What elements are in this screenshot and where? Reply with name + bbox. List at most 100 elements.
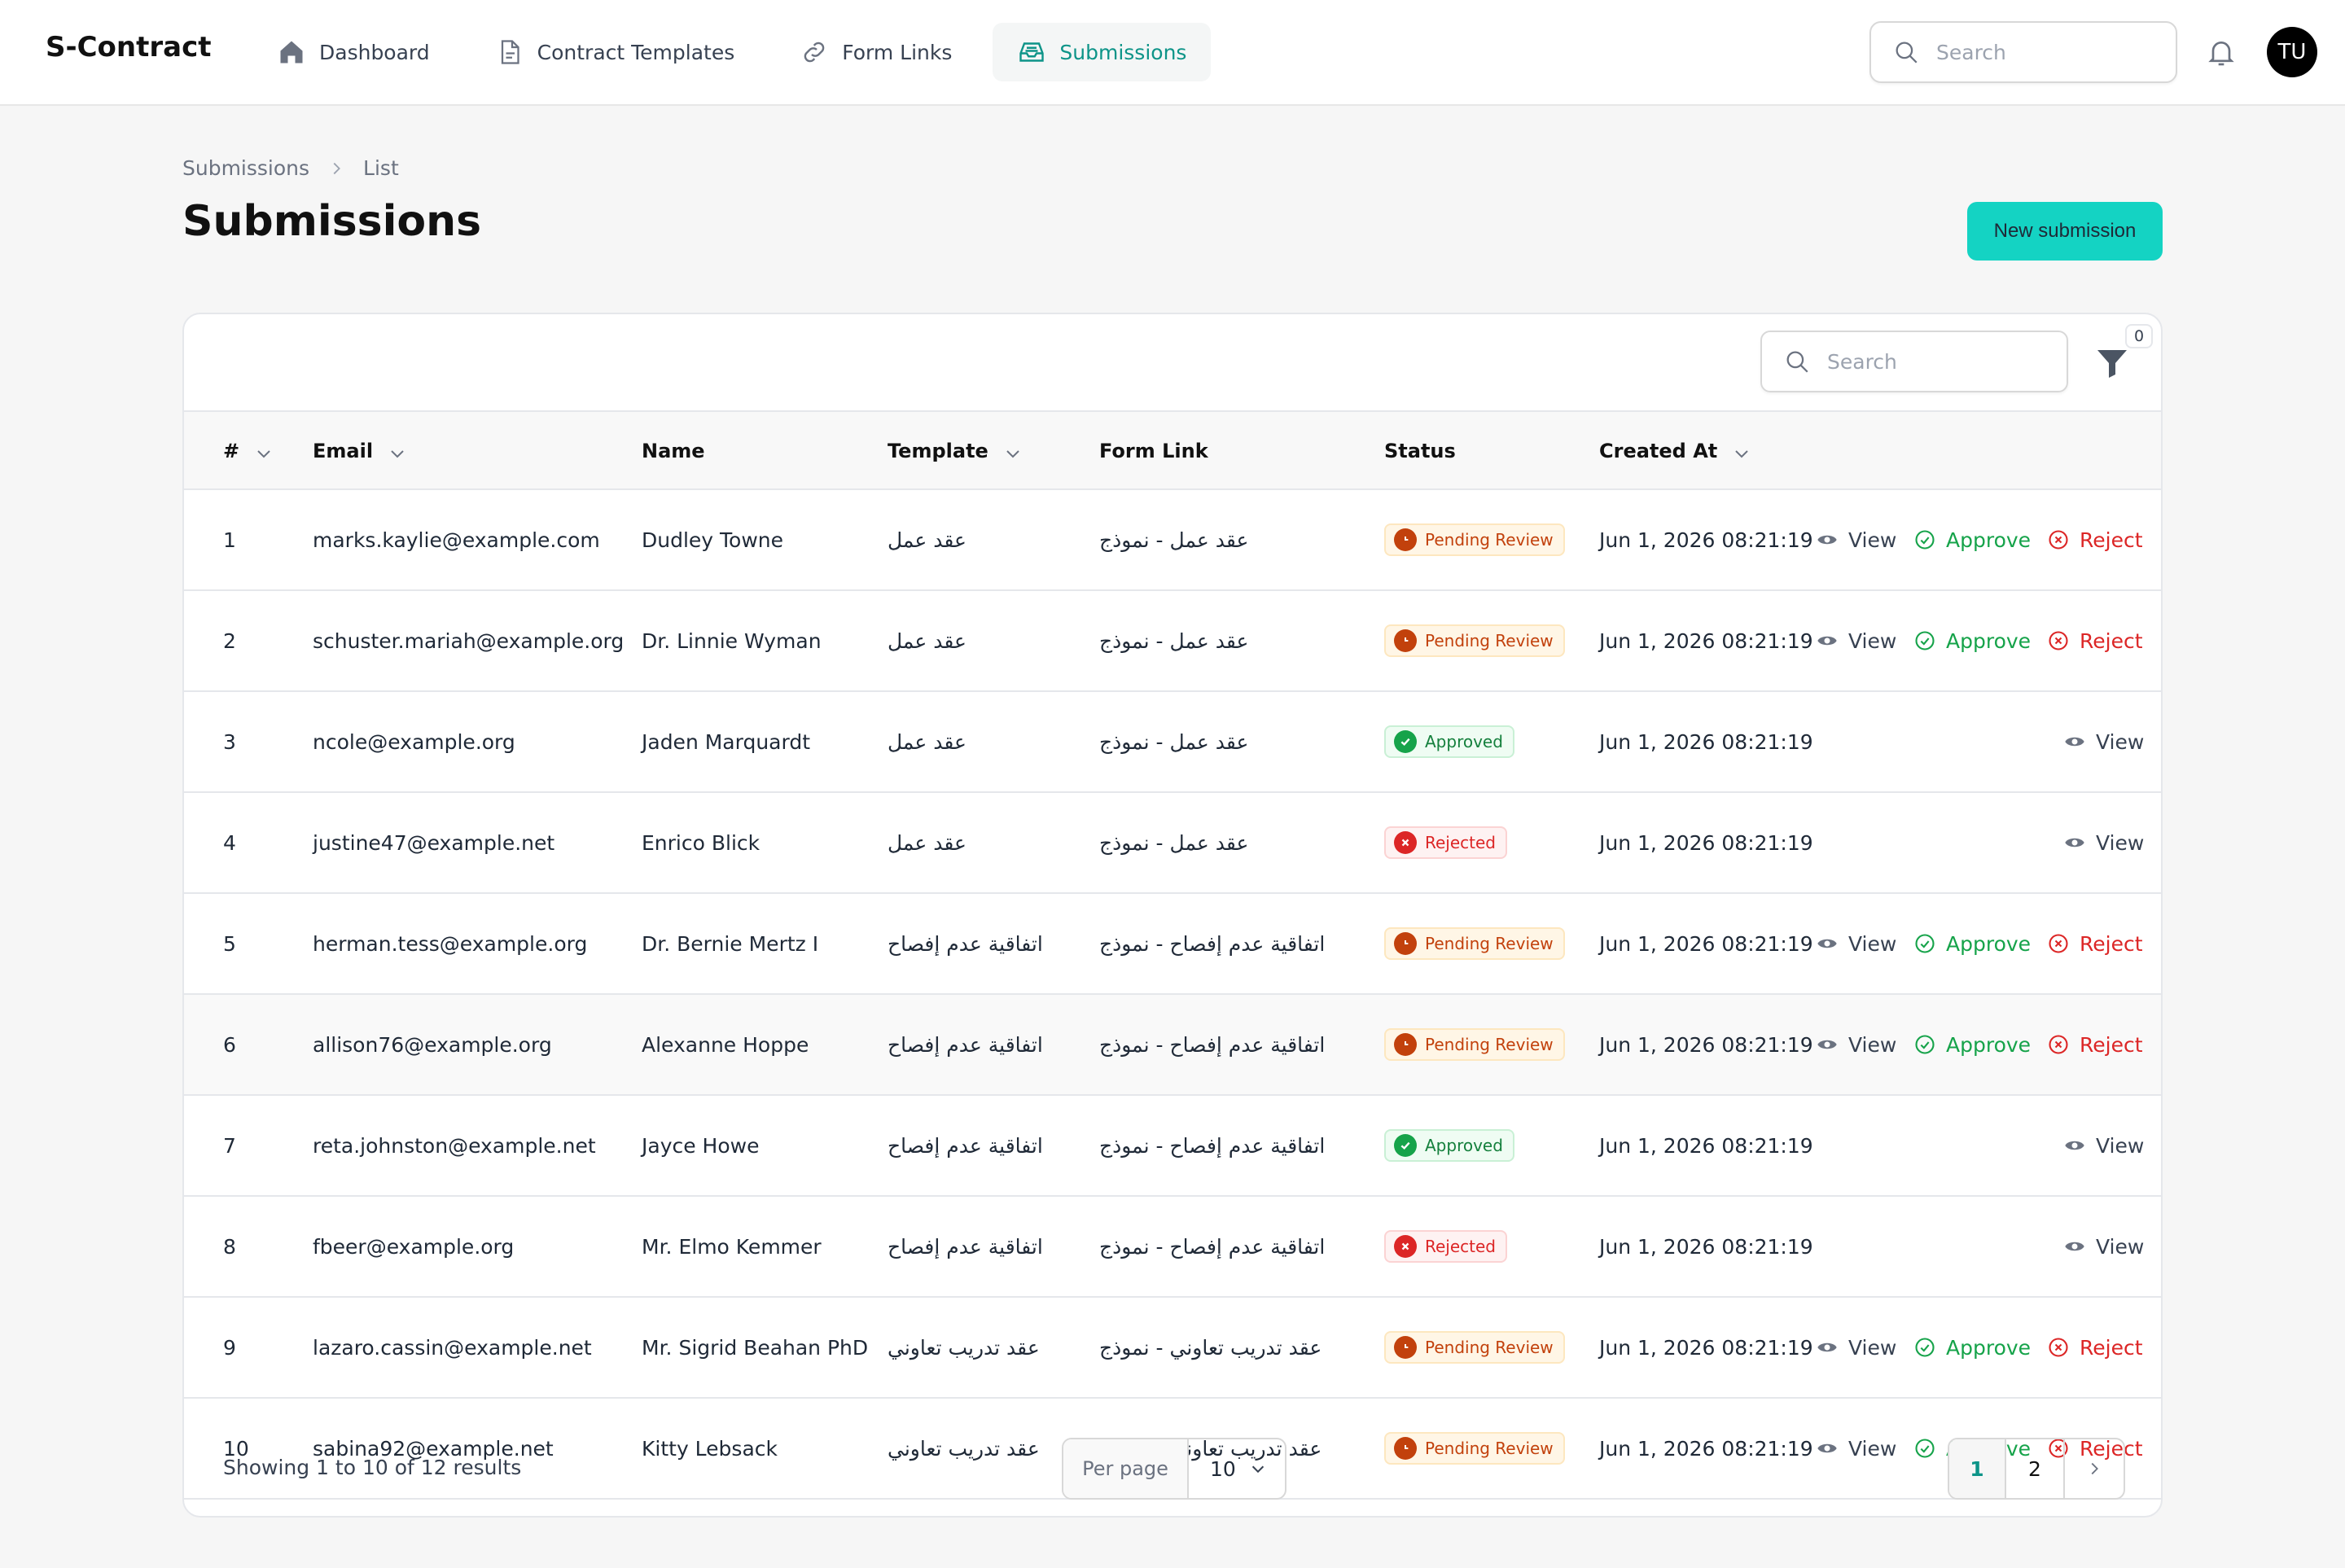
- row-created-at: Jun 1, 2026 08:21:19: [1599, 629, 1813, 653]
- row-id: 5: [223, 931, 236, 956]
- column-email-label: Email: [313, 440, 374, 462]
- eye-icon: [1817, 939, 1837, 948]
- status-label: Rejected: [1425, 1237, 1497, 1256]
- row-name: Jayce Howe: [642, 1133, 760, 1158]
- results-summary: Showing 1 to 10 of 12 results: [223, 1456, 522, 1479]
- status-badge: Pending Review: [1384, 1028, 1565, 1061]
- approve-button[interactable]: Approve: [1913, 894, 2031, 993]
- x-circle-icon: [2049, 1338, 2068, 1357]
- per-page-value[interactable]: 10: [1189, 1439, 1285, 1498]
- row-id: 6: [223, 1032, 236, 1057]
- row-id: 3: [223, 729, 236, 754]
- row-status: Pending Review: [1384, 1298, 1565, 1397]
- column-email[interactable]: Email: [313, 412, 407, 490]
- view-label: View: [1848, 1436, 1897, 1461]
- view-button[interactable]: View: [1816, 490, 1896, 589]
- nav-dashboard[interactable]: Dashboard: [252, 23, 454, 81]
- view-button[interactable]: View: [1816, 1298, 1896, 1397]
- row-email: allison76@example.org: [313, 1032, 552, 1057]
- table-row[interactable]: 8 fbeer@example.org Mr. Elmo Kemmer اتفاقية…: [184, 1197, 2161, 1298]
- view-button[interactable]: View: [2063, 692, 2144, 791]
- status-pending-icon: [1394, 1437, 1417, 1460]
- table-row[interactable]: 9 lazaro.cassin@example.net Mr. Sigrid Bea…: [184, 1298, 2161, 1399]
- page-button-2[interactable]: 2: [2006, 1439, 2065, 1498]
- table-search-input[interactable]: Search: [1760, 331, 2068, 392]
- global-search-placeholder: Search: [1936, 40, 2006, 64]
- column-template-label: Template: [888, 440, 988, 462]
- approve-button[interactable]: Approve: [1913, 591, 2031, 690]
- approve-button[interactable]: Approve: [1913, 490, 2031, 589]
- reject-button[interactable]: Reject: [2047, 490, 2143, 589]
- row-status: Pending Review: [1384, 995, 1565, 1094]
- per-page-select[interactable]: Per page 10: [1062, 1438, 1286, 1500]
- page-button-1[interactable]: 1: [1949, 1439, 2006, 1498]
- table-row[interactable]: 7 reta.johnston@example.net Jayce Howe اتفا…: [184, 1096, 2161, 1197]
- breadcrumb-list: List: [363, 156, 399, 180]
- approve-label: Approve: [1946, 1335, 2032, 1360]
- row-name: Dr. Bernie Mertz I: [642, 931, 819, 956]
- filter-icon[interactable]: [2093, 344, 2132, 383]
- table-row[interactable]: 3 ncole@example.org Jaden Marquardt عقد عمل…: [184, 692, 2161, 793]
- table-row[interactable]: 5 herman.tess@example.org Dr. Bernie Mertz…: [184, 894, 2161, 995]
- status-label: Approved: [1425, 732, 1503, 751]
- row-status: Approved: [1384, 692, 1514, 791]
- reject-button[interactable]: Reject: [2047, 591, 2143, 690]
- row-template: اتفاقية عدم إفصاح: [888, 1234, 1043, 1259]
- column-id[interactable]: #: [223, 412, 274, 490]
- nav-dashboard-label: Dashboard: [319, 40, 430, 64]
- table-row[interactable]: 4 justine47@example.net Enrico Blick عقد عم…: [184, 793, 2161, 894]
- status-pending-icon: [1394, 528, 1417, 551]
- view-button[interactable]: View: [2063, 1197, 2144, 1296]
- view-button[interactable]: View: [1816, 995, 1896, 1094]
- nav-contract-templates[interactable]: Contract Templates: [471, 23, 760, 81]
- row-created-at: Jun 1, 2026 08:21:19: [1599, 1032, 1813, 1057]
- reject-button[interactable]: Reject: [2047, 995, 2143, 1094]
- approve-button[interactable]: Approve: [1913, 1298, 2031, 1397]
- check-circle-icon: [1915, 1035, 1935, 1054]
- eye-icon: [1817, 1342, 1837, 1352]
- eye-icon: [2065, 838, 2084, 848]
- new-submission-button[interactable]: New submission: [1967, 202, 2163, 261]
- inbox-icon: [1019, 42, 1045, 62]
- global-search-input[interactable]: Search: [1869, 21, 2177, 83]
- status-badge: Pending Review: [1384, 1432, 1565, 1465]
- status-badge: Pending Review: [1384, 1331, 1565, 1364]
- bell-icon[interactable]: [2205, 34, 2238, 70]
- user-avatar[interactable]: TU: [2267, 27, 2317, 77]
- reject-label: Reject: [2080, 629, 2143, 653]
- brand-logo[interactable]: S-Contract: [46, 31, 212, 64]
- nav-submissions-label: Submissions: [1059, 40, 1187, 64]
- row-created-at: Jun 1, 2026 08:21:19: [1599, 1436, 1813, 1461]
- view-button[interactable]: View: [1816, 1399, 1896, 1498]
- table-row[interactable]: 1 marks.kaylie@example.com Dudley Towne عقد…: [184, 490, 2161, 591]
- column-form-link-label: Form Link: [1099, 440, 1208, 462]
- status-label: Pending Review: [1425, 1439, 1554, 1458]
- eye-icon: [1817, 636, 1837, 646]
- view-button[interactable]: View: [1816, 894, 1896, 993]
- nav-submissions[interactable]: Submissions: [993, 23, 1212, 81]
- nav-form-links[interactable]: Form Links: [775, 23, 976, 81]
- approve-button[interactable]: Approve: [1913, 995, 2031, 1094]
- view-button[interactable]: View: [2063, 793, 2144, 892]
- reject-label: Reject: [2080, 1032, 2143, 1057]
- view-button[interactable]: View: [1816, 591, 1896, 690]
- breadcrumb-submissions[interactable]: Submissions: [182, 156, 310, 180]
- reject-button[interactable]: Reject: [2047, 894, 2143, 993]
- row-template: عقد عمل: [888, 830, 966, 855]
- pagination: 1 2: [1948, 1438, 2125, 1500]
- next-page-button[interactable]: [2065, 1439, 2124, 1498]
- column-template[interactable]: Template: [888, 412, 1023, 490]
- table-row[interactable]: 2 schuster.mariah@example.org Dr. Linnie W…: [184, 591, 2161, 692]
- table-row[interactable]: 6 allison76@example.org Alexanne Hoppe اتفا…: [184, 995, 2161, 1096]
- approve-label: Approve: [1946, 629, 2032, 653]
- row-created-at: Jun 1, 2026 08:21:19: [1599, 931, 1813, 956]
- row-id: 10: [223, 1436, 249, 1461]
- row-email: marks.kaylie@example.com: [313, 528, 600, 552]
- reject-button[interactable]: Reject: [2047, 1399, 2143, 1498]
- column-created-at[interactable]: Created At: [1599, 412, 1751, 490]
- view-button[interactable]: View: [2063, 1096, 2144, 1195]
- reject-button[interactable]: Reject: [2047, 1298, 2143, 1397]
- column-form-link: Form Link: [1099, 412, 1208, 490]
- row-email: sabina92@example.net: [313, 1436, 554, 1461]
- chevron-right-icon: [2091, 1462, 2098, 1475]
